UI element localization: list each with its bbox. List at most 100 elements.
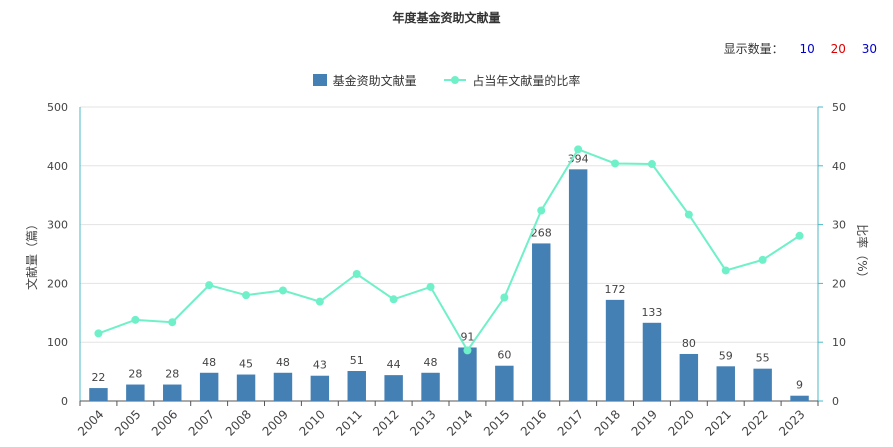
display-count-option-30[interactable]: 30	[861, 42, 877, 56]
bar-value-label: 60	[497, 349, 511, 362]
x-tick-label: 2012	[370, 407, 401, 438]
ratio-point	[684, 210, 693, 219]
ratio-point	[168, 318, 177, 327]
bar	[495, 365, 514, 401]
bar	[384, 375, 403, 401]
x-tick-label: 2016	[518, 407, 549, 438]
ratio-point	[389, 295, 398, 304]
y-tick-label: 500	[47, 101, 68, 114]
bar-value-label: 48	[424, 356, 438, 369]
bar-value-label: 28	[165, 368, 179, 381]
display-count-selector: 显示数量： 10 20 30	[724, 40, 877, 57]
bar	[605, 299, 625, 401]
x-tick-label: 2005	[112, 407, 143, 438]
x-tick-label: 2017	[555, 407, 586, 438]
bar-value-label: 80	[682, 337, 696, 350]
y2-tick-label: 30	[832, 219, 846, 232]
ratio-point	[205, 281, 214, 290]
bar	[679, 353, 699, 401]
ratio-line	[98, 148, 801, 353]
bar-value-label: 51	[350, 354, 364, 367]
bar	[642, 322, 662, 401]
bar	[236, 374, 256, 401]
y-tick-label: 200	[47, 277, 68, 290]
chart-title: 年度基金资助文献量	[392, 11, 501, 25]
bar	[458, 347, 477, 401]
ratio-point	[647, 160, 656, 169]
bar	[790, 395, 809, 401]
legend-bar-label: 基金资助文献量	[332, 74, 417, 88]
x-tick-label: 2007	[186, 407, 217, 438]
x-tick-label: 2014	[444, 407, 475, 438]
bar	[163, 384, 182, 401]
bar-value-label: 55	[756, 352, 770, 365]
y-tick-label: 400	[47, 160, 68, 173]
display-count-option-10[interactable]: 10	[799, 42, 815, 56]
x-tick-label: 2015	[481, 407, 512, 438]
x-tick-label: 2004	[75, 407, 106, 438]
legend-line-swatch	[444, 74, 467, 86]
bar	[421, 372, 440, 401]
ratio-point	[242, 291, 251, 300]
bar	[310, 375, 330, 401]
x-tick-label: 2023	[776, 407, 807, 438]
bar-value-label: 133	[641, 306, 662, 319]
ratio-point	[463, 346, 472, 355]
bar-value-label: 44	[387, 358, 401, 371]
x-tick-label: 2006	[149, 407, 180, 438]
bar-value-label: 48	[276, 356, 290, 369]
ratio-point	[94, 329, 103, 338]
ratio-point	[426, 282, 435, 291]
bar	[89, 388, 108, 401]
bar-value-label: 59	[719, 349, 733, 362]
y-axis-title: 文献量（篇）	[24, 218, 39, 290]
bar-value-label: 172	[605, 283, 626, 296]
legend-item-bar-series[interactable]: 基金资助文献量	[312, 72, 417, 89]
legend-bar-swatch	[312, 74, 327, 86]
ratio-point	[758, 255, 767, 264]
x-tick-label: 2018	[592, 407, 623, 438]
ratio-point	[278, 286, 287, 295]
ratio-point	[352, 269, 361, 278]
x-tick-label: 2013	[407, 407, 438, 438]
legend-item-line-series[interactable]: 占当年文献量的比率	[444, 72, 580, 89]
ratio-point	[500, 293, 509, 302]
bar	[347, 371, 366, 401]
y2-tick-label: 40	[832, 160, 846, 173]
y2-tick-label: 10	[832, 336, 846, 349]
bar-value-label: 45	[239, 358, 253, 371]
bar-value-label: 268	[531, 226, 552, 239]
bar	[716, 366, 735, 401]
ratio-point	[537, 206, 546, 215]
x-tick-label: 2020	[665, 407, 696, 438]
bar-value-label: 91	[460, 330, 474, 343]
ratio-point	[611, 159, 620, 168]
bar-value-label: 394	[568, 152, 589, 165]
x-tick-label: 2019	[629, 407, 660, 438]
x-tick-label: 2010	[296, 407, 327, 438]
bar	[568, 169, 588, 401]
ratio-point	[721, 266, 730, 275]
bar-value-label: 22	[91, 371, 105, 384]
x-tick-label: 2008	[223, 407, 254, 438]
y2-tick-label: 20	[832, 277, 846, 290]
ratio-point	[131, 315, 140, 324]
bar-value-label: 43	[313, 359, 327, 372]
bar	[753, 368, 772, 401]
ratio-point	[795, 231, 804, 240]
x-tick-label: 2009	[260, 407, 291, 438]
display-count-option-20[interactable]: 20	[830, 42, 846, 56]
ratio-point	[574, 145, 583, 154]
bar-value-label: 28	[128, 368, 142, 381]
ratio-point	[315, 297, 324, 306]
bar-value-label: 9	[796, 379, 803, 392]
y2-tick-label: 50	[832, 101, 846, 114]
y-tick-label: 100	[47, 336, 68, 349]
y-tick-label: 0	[61, 395, 68, 408]
chart-legend: 基金资助文献量 占当年文献量的比率	[0, 72, 893, 89]
bar	[532, 243, 551, 401]
x-tick-label: 2022	[739, 407, 770, 438]
legend-line-label: 占当年文献量的比率	[472, 74, 581, 88]
y-tick-label: 300	[47, 219, 68, 232]
